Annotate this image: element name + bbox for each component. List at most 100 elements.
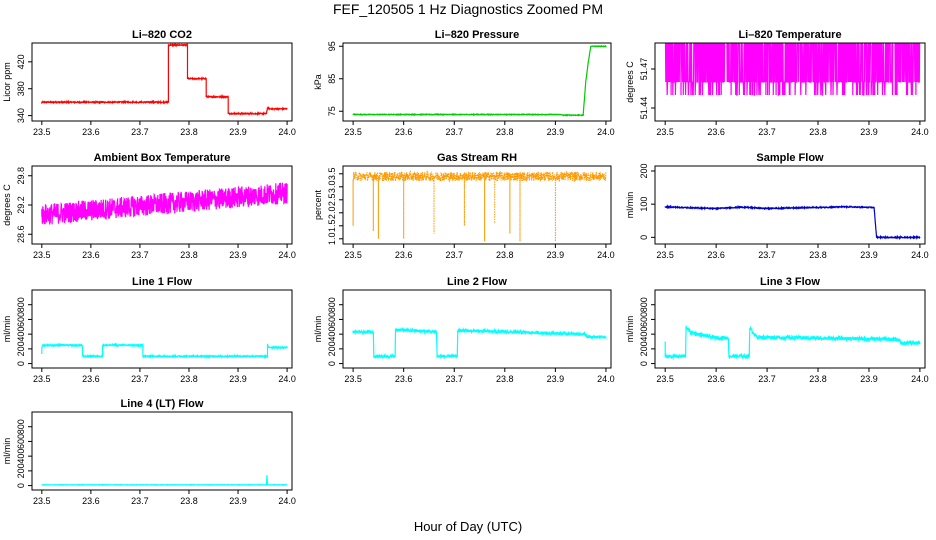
y-tick-label: 0 [16,361,26,366]
y-axis-label: degrees C [2,184,12,226]
panel-title: Li–820 CO2 [132,29,192,41]
x-tick-label: 23.9 [229,374,247,384]
plot-frame [342,165,612,245]
series-group [664,43,921,96]
panel-0: Li–820 CO2 Licor ppm 23.5 23.6 23.7 23.8 23.9 2… [2,29,296,137]
y-tick-label: 400 [16,449,26,464]
x-tick-label: 23.9 [547,374,565,384]
y-tick-label: 340 [16,108,26,123]
x-tick-label: 23.9 [229,496,247,506]
x-tick-label: 23.5 [344,374,362,384]
y-tick-label: 29.2 [16,196,26,214]
y-tick-label: 600 [327,312,337,327]
y-tick-label: 28.6 [16,225,26,243]
x-tick-label: 23.9 [860,374,878,384]
plot-frame [342,42,612,122]
x-tick-label: 23.6 [395,127,413,137]
x-tick-label: 23.7 [758,374,776,384]
panel-title: Line 3 Flow [760,276,820,288]
x-tick-label: 23.6 [395,250,413,260]
series-line [664,43,921,96]
series-line [41,342,288,360]
x-tick-label: 23.8 [809,127,827,137]
x-tick-label: 23.6 [707,374,725,384]
x-tick-label: 24.0 [278,374,296,384]
plot-frame [654,165,926,245]
series-group [41,342,288,360]
x-tick-label: 23.8 [180,250,198,260]
y-tick-label: 0 [639,361,649,366]
x-tick-label: 23.5 [344,127,362,137]
series-line [41,43,288,116]
panel-title: Ambient Box Temperature [94,152,231,164]
series-line [352,169,607,242]
y-tick-label: 85 [327,74,337,84]
x-tick-label: 23.8 [496,127,514,137]
y-tick-label: 800 [16,419,26,434]
y-tick-label: 400 [16,327,26,342]
x-tick-label: 23.8 [496,374,514,384]
x-tick-label: 23.7 [131,127,149,137]
y-axis-label: percent [313,189,323,220]
x-tick-label: 24.0 [911,374,929,384]
y-tick-label: 1.5 [327,220,337,233]
figure-title: FEF_120505 1 Hz Diagnostics Zoomed PM [333,1,603,17]
plot-frame [654,42,926,122]
panel-2: Li–820 Temperature degrees C 23.5 23.6 23.7 2… [625,29,929,137]
y-tick-label: 200 [16,341,26,356]
x-tick-label: 24.0 [597,374,615,384]
series-line [41,182,288,225]
x-tick-label: 23.9 [860,250,878,260]
x-tick-label: 23.9 [229,127,247,137]
panel-title: Line 4 (LT) Flow [121,398,204,410]
x-tick-label: 23.6 [82,496,100,506]
panel-8: Line 3 Flow ml/min 23.5 23.6 23.7 23.8 23.9 24.… [625,276,929,384]
x-tick-label: 23.8 [496,250,514,260]
y-tick-label: 800 [16,297,26,312]
y-tick-label: 0 [639,235,649,240]
x-tick-label: 23.8 [180,496,198,506]
y-tick-label: 1.0 [327,233,337,246]
x-tick-label: 23.6 [707,127,725,137]
series-line [352,44,607,117]
y-tick-label: 0 [16,483,26,488]
panel-title: Line 2 Flow [447,276,507,288]
y-tick-label: 200 [639,163,649,178]
x-tick-label: 23.5 [33,374,51,384]
x-tick-label: 23.7 [131,250,149,260]
panel-title: Sample Flow [756,152,824,164]
y-tick-label: 95 [327,41,337,51]
panel-5: Sample Flow ml/min 23.5 23.6 23.7 23.8 23.9 24.… [625,152,929,260]
x-tick-label: 24.0 [911,250,929,260]
y-axis-label: degrees C [625,61,635,103]
y-axis-label: ml/min [2,438,12,465]
y-tick-label: 2.0 [327,207,337,220]
x-tick-label: 23.8 [809,250,827,260]
y-axis-label: ml/min [625,192,635,219]
figure-xlabel: Hour of Day (UTC) [414,519,522,534]
series-line [352,326,607,360]
x-tick-label: 23.7 [445,127,463,137]
x-tick-label: 24.0 [278,127,296,137]
plot-frame [31,42,293,122]
x-tick-label: 23.6 [82,374,100,384]
series-group [352,44,607,117]
x-tick-label: 23.7 [445,250,463,260]
x-tick-label: 23.7 [131,496,149,506]
series-group [352,326,607,360]
x-tick-label: 23.5 [656,374,674,384]
plot-frame [31,411,293,491]
series-group [664,204,921,241]
panel-4: Gas Stream RH percent 23.5 23.6 23.7 23.8 23.9… [313,152,615,260]
x-tick-label: 24.0 [597,127,615,137]
panel-3: Ambient Box Temperature degrees C 23.5 23.6… [2,152,296,260]
plot-frame [342,289,612,369]
y-tick-label: 0 [327,361,337,366]
x-tick-label: 23.8 [180,127,198,137]
x-tick-label: 23.9 [229,250,247,260]
y-axis-label: kPa [313,74,323,90]
panel-title: Line 1 Flow [132,276,192,288]
x-tick-label: 23.5 [33,127,51,137]
series-group [41,43,288,116]
